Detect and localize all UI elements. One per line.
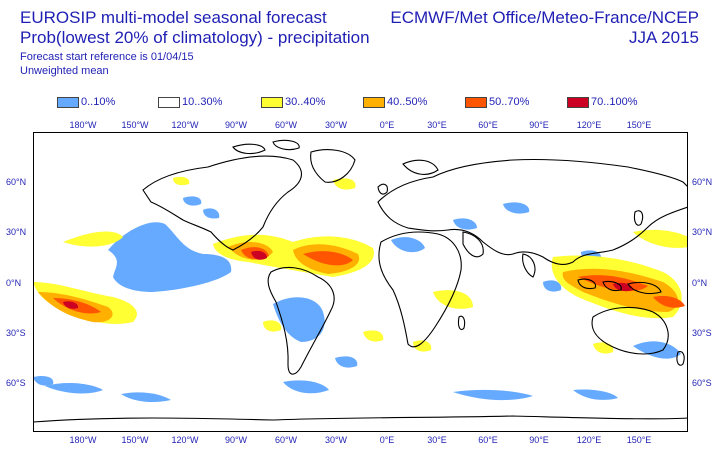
legend-item-40-50: 40..50%: [363, 95, 427, 109]
lon-tick-bottom: 90°W: [224, 435, 248, 445]
lon-tick-top: 150°E: [626, 120, 652, 130]
lon-tick-top: 120°W: [171, 120, 199, 130]
lat-tick-left: 30°S: [6, 328, 26, 338]
legend-swatch: [57, 96, 79, 108]
source-block: ECMWF/Met Office/Meteo-France/NCEP JJA 2…: [390, 8, 699, 48]
lat-tick-right: 30°S: [692, 328, 712, 338]
title-line-1: EUROSIP multi-model seasonal forecast: [20, 8, 327, 27]
legend-item-50-70: 50..70%: [465, 95, 529, 109]
lat-tick-right: 30°N: [692, 227, 713, 237]
legend-label: 0..10%: [81, 96, 116, 108]
lon-tick-top: 90°E: [529, 120, 549, 130]
lat-tick-left: 0°N: [6, 278, 22, 288]
coastlines: [33, 139, 688, 423]
legend-label: 10..30%: [182, 96, 223, 108]
legend-swatch: [363, 96, 385, 108]
lon-tick-bottom: 150°W: [121, 435, 149, 445]
legend-item-70-100: 70..100%: [567, 95, 637, 109]
legend-swatch: [567, 96, 589, 108]
lon-tick-top: 120°E: [576, 120, 602, 130]
lon-tick-bottom: 150°E: [626, 435, 652, 445]
world-map: [33, 132, 688, 432]
lon-tick-bottom: 120°W: [171, 435, 199, 445]
lat-tick-left: 60°N: [6, 177, 27, 187]
shading-0-10: [33, 196, 681, 402]
lon-tick-top: 60°W: [274, 120, 298, 130]
lon-tick-bottom: 30°E: [427, 435, 447, 445]
lon-tick-top: 30°W: [324, 120, 348, 130]
forecast-start-reference: Forecast start reference is 01/04/15: [20, 51, 194, 63]
legend-item-10-30: 10..30%: [158, 95, 222, 109]
lon-tick-top: 30°E: [427, 120, 447, 130]
season-label: JJA 2015: [629, 28, 699, 47]
lon-tick-top: 90°W: [224, 120, 248, 130]
lon-tick-top: 60°E: [478, 120, 498, 130]
legend-label: 30..40%: [285, 96, 326, 108]
legend-label: 50..70%: [489, 96, 530, 108]
lon-tick-bottom: 60°W: [274, 435, 298, 445]
lon-tick-bottom: 90°E: [529, 435, 549, 445]
source-centres: ECMWF/Met Office/Meteo-France/NCEP: [390, 8, 699, 27]
legend-swatch: [465, 96, 487, 108]
legend-swatch: [158, 96, 180, 108]
legend-label: 70..100%: [591, 96, 638, 108]
legend-item-0-10: 0..10%: [57, 95, 115, 109]
legend-item-30-40: 30..40%: [261, 95, 325, 109]
lat-tick-left: 60°S: [6, 378, 26, 388]
lon-tick-top: 180°W: [69, 120, 97, 130]
map-frame: [33, 132, 688, 432]
lon-tick-bottom: 180°W: [69, 435, 97, 445]
lon-tick-top: 150°W: [121, 120, 149, 130]
legend: 0..10% 10..30% 30..40% 40..50% 50..70% 7…: [0, 95, 723, 109]
lat-tick-right: 0°N: [692, 278, 708, 288]
title-block: EUROSIP multi-model seasonal forecast Pr…: [20, 8, 370, 78]
lat-tick-left: 30°N: [6, 227, 27, 237]
legend-swatch: [261, 96, 283, 108]
lat-tick-right: 60°N: [692, 177, 713, 187]
lon-tick-bottom: 120°E: [576, 435, 602, 445]
lon-tick-bottom: 30°W: [324, 435, 348, 445]
lon-tick-bottom: 60°E: [478, 435, 498, 445]
lon-tick-top: 0°E: [379, 120, 395, 130]
weighting-note: Unweighted mean: [20, 65, 109, 77]
lon-tick-bottom: 0°E: [379, 435, 395, 445]
title-line-2: Prob(lowest 20% of climatology) - precip…: [20, 28, 370, 47]
lat-tick-right: 60°S: [692, 378, 712, 388]
legend-label: 40..50%: [387, 96, 428, 108]
